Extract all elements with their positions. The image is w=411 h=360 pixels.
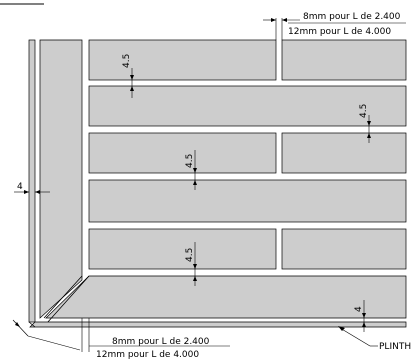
joint-label-5: 4 — [354, 306, 364, 312]
board-r5-a — [88, 228, 277, 270]
joint-dim-1: 4.5 — [122, 54, 134, 98]
joint-label-2: 4.5 — [359, 104, 369, 118]
joint-label-3: 4.5 — [185, 154, 195, 168]
top-dim-arrowhead-right — [282, 18, 287, 22]
top-note-line1: 8mm pour L de 2.400 — [303, 12, 401, 22]
bottom-note-line1: 8mm pour L de 2.400 — [112, 337, 210, 347]
joint-dim-5: 4 — [354, 300, 366, 332]
top-dim-arrowhead-left — [271, 18, 276, 22]
mitre-line-outer — [43, 275, 83, 319]
plinth-leader — [338, 326, 378, 347]
board-r3-b — [281, 132, 407, 174]
board-r5-b — [281, 228, 407, 270]
left-thin-strip — [28, 39, 36, 323]
plinth-strip — [29, 321, 407, 328]
joint-label-4: 4.5 — [185, 248, 195, 262]
bottom-corner-dim — [12, 318, 230, 352]
left-gap-dim: 4 — [14, 182, 50, 194]
board-r6-mitered — [45, 275, 407, 319]
joint-dim-3: 4.5 — [185, 150, 197, 190]
board-r3-a — [88, 132, 277, 174]
joint-dim-2: 4.5 — [359, 104, 371, 143]
joint-label-1: 4.5 — [122, 54, 132, 68]
left-gap-label: 4 — [17, 182, 23, 192]
board-r4 — [88, 179, 407, 223]
top-note-line2: 12mm pour L de 4.000 — [288, 27, 391, 37]
board-r1-b — [281, 39, 407, 81]
plinth-label: PLINTH — [379, 342, 411, 352]
bottom-note-line2: 12mm pour L de 4.000 — [96, 350, 199, 360]
mitre-line-inner — [46, 275, 90, 324]
left-wide-board — [39, 39, 83, 319]
joint-dim-4: 4.5 — [185, 242, 197, 286]
board-r1-a — [88, 39, 277, 81]
board-r2 — [88, 85, 407, 127]
plinth-corner-line — [28, 321, 36, 328]
